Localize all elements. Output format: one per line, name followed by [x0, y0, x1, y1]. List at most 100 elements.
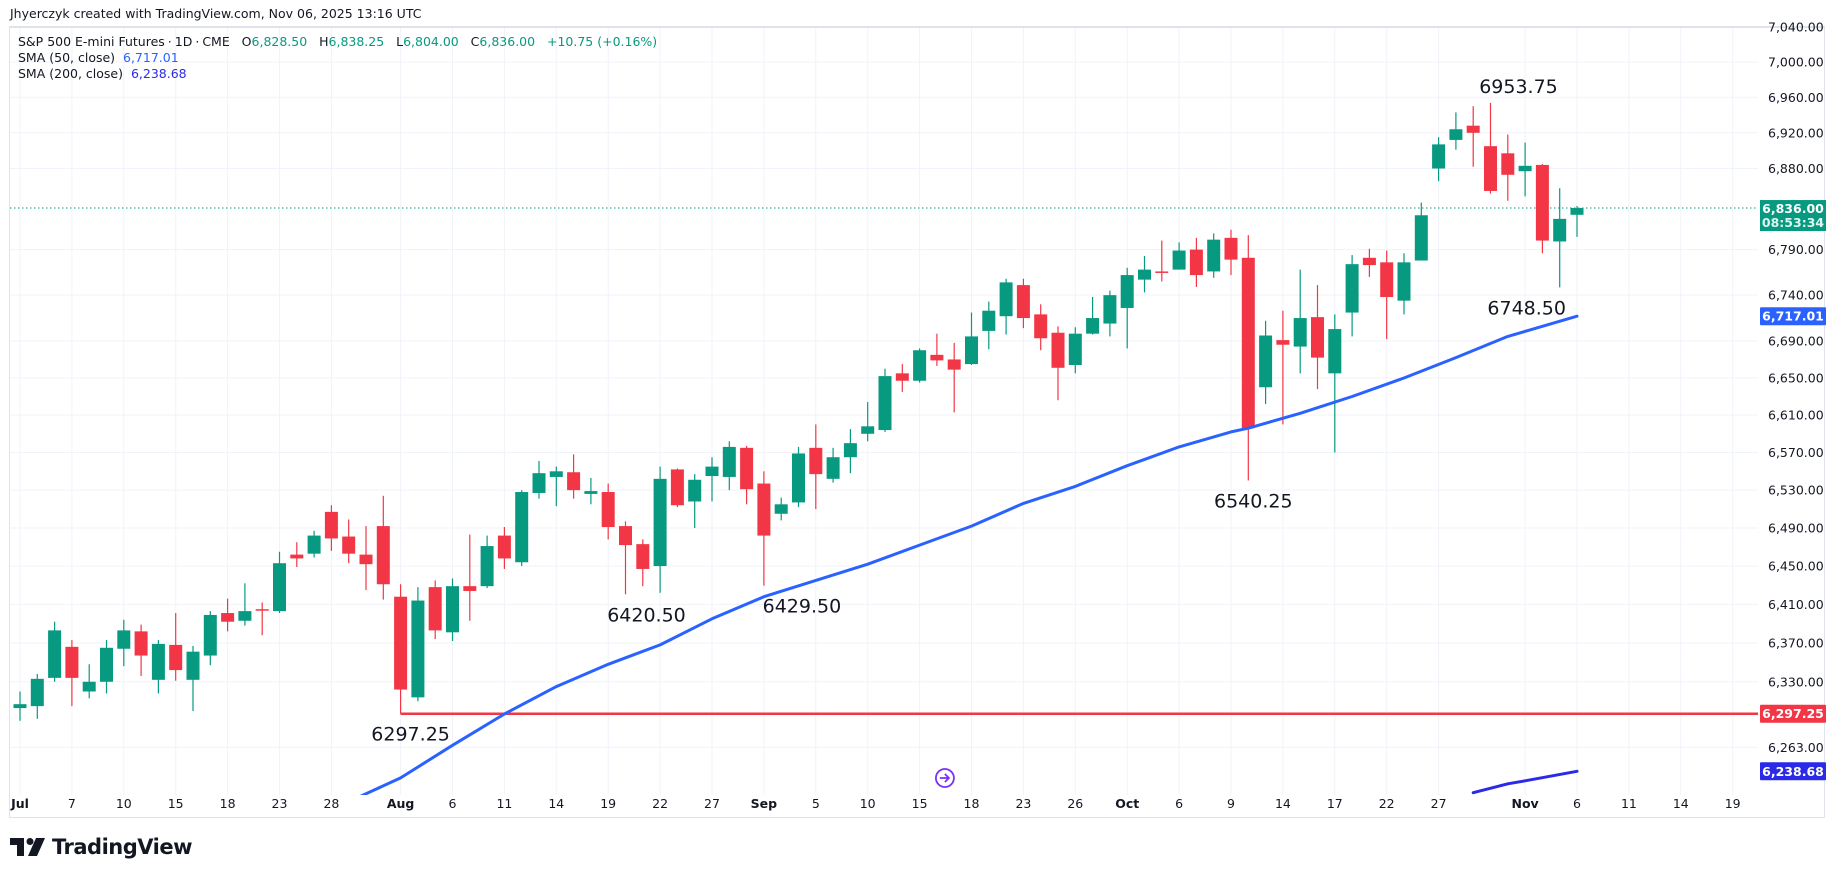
price-axis-badge[interactable]: 6,717.01 — [1760, 307, 1826, 326]
candle[interactable] — [1501, 134, 1515, 201]
candle[interactable] — [497, 527, 511, 569]
candle[interactable] — [1345, 255, 1359, 337]
candle[interactable] — [1466, 106, 1480, 167]
candle[interactable] — [342, 519, 356, 564]
candle[interactable] — [636, 539, 650, 587]
candle[interactable] — [1189, 237, 1203, 287]
interval[interactable]: 1D — [174, 34, 193, 49]
candle[interactable] — [1570, 206, 1584, 237]
candle[interactable] — [394, 584, 408, 714]
candle[interactable] — [549, 466, 563, 507]
candle[interactable] — [1103, 290, 1117, 337]
candle[interactable] — [221, 598, 235, 632]
candle[interactable] — [100, 640, 113, 694]
candle[interactable] — [705, 457, 719, 502]
candle[interactable] — [1086, 296, 1100, 335]
candle[interactable] — [878, 368, 892, 432]
candle[interactable] — [965, 312, 978, 366]
candle[interactable] — [1051, 326, 1065, 401]
candle[interactable] — [1553, 188, 1567, 288]
candle[interactable] — [1155, 240, 1169, 282]
candle[interactable] — [913, 348, 927, 383]
sma50-line[interactable] — [331, 314, 1579, 809]
candle[interactable] — [48, 621, 62, 682]
candle[interactable] — [861, 402, 875, 442]
candle[interactable] — [359, 526, 373, 590]
candle[interactable] — [1449, 112, 1463, 150]
fast-forward-circle-icon[interactable] — [935, 768, 955, 788]
candle[interactable] — [1535, 164, 1549, 254]
candle[interactable] — [446, 578, 459, 642]
legend-sma50-row[interactable]: SMA (50, close) 6,717.01 — [18, 50, 657, 66]
candle[interactable] — [601, 483, 615, 540]
legend-sma200-row[interactable]: SMA (200, close) 6,238.68 — [18, 66, 657, 82]
candle[interactable] — [619, 521, 632, 595]
candle[interactable] — [1518, 142, 1532, 197]
candle[interactable] — [895, 364, 909, 392]
candle[interactable] — [1328, 314, 1342, 453]
candle[interactable] — [1016, 278, 1030, 329]
price-axis[interactable]: 7,040.00 7,000.00 6,960.00 6,920.00 6,880.00… — [1760, 19, 1826, 781]
candle[interactable] — [515, 490, 529, 567]
candle[interactable] — [826, 447, 840, 483]
candle[interactable] — [722, 441, 736, 491]
candle[interactable] — [1241, 235, 1255, 481]
candle[interactable] — [532, 460, 546, 499]
candle[interactable] — [947, 342, 961, 413]
candle[interactable] — [1120, 267, 1134, 349]
candle[interactable] — [169, 613, 183, 681]
symbol-name[interactable]: S&P 500 E-mini Futures — [18, 34, 165, 49]
candle[interactable] — [792, 446, 805, 508]
candle[interactable] — [255, 602, 269, 636]
candle[interactable] — [774, 497, 788, 521]
candle[interactable] — [982, 301, 996, 350]
candle[interactable] — [273, 551, 286, 614]
sma200-label[interactable]: SMA (200, close) — [18, 66, 123, 81]
candle[interactable] — [1414, 202, 1428, 261]
candle[interactable] — [203, 611, 217, 666]
candle[interactable] — [65, 640, 79, 707]
candle[interactable] — [238, 583, 252, 626]
candle[interactable] — [809, 424, 823, 510]
candle[interactable] — [567, 454, 581, 499]
candle[interactable] — [740, 445, 754, 505]
candle[interactable] — [1259, 320, 1273, 404]
candle[interactable] — [324, 505, 338, 551]
candle[interactable] — [670, 468, 684, 508]
candle[interactable] — [307, 530, 321, 558]
candle[interactable] — [584, 477, 598, 505]
candle[interactable] — [290, 542, 304, 568]
candle[interactable] — [1380, 250, 1394, 340]
candle[interactable] — [1224, 229, 1238, 276]
candle[interactable] — [1484, 102, 1497, 194]
candle[interactable] — [930, 333, 944, 366]
candle[interactable] — [428, 580, 442, 640]
legend-symbol-row[interactable]: S&P 500 E-mini Futures · 1D · CME O6,828.50 … — [18, 34, 658, 49]
candle[interactable] — [411, 587, 425, 702]
candle[interactable] — [653, 466, 667, 593]
candle[interactable] — [757, 471, 771, 586]
candle[interactable] — [82, 664, 96, 699]
candle[interactable] — [1276, 310, 1290, 425]
candle[interactable] — [463, 534, 477, 621]
candle[interactable] — [1397, 253, 1411, 315]
candle[interactable] — [688, 474, 702, 528]
sma50-label[interactable]: SMA (50, close) — [18, 50, 116, 65]
candle[interactable] — [376, 495, 390, 600]
sma200-line[interactable] — [1471, 769, 1579, 795]
candle[interactable] — [480, 535, 494, 589]
candle[interactable] — [843, 429, 857, 474]
price-axis-badge[interactable]: 6,238.68 — [1760, 762, 1826, 781]
candle[interactable] — [13, 691, 27, 721]
candle[interactable] — [999, 278, 1013, 335]
candle[interactable] — [1432, 137, 1446, 182]
candle[interactable] — [1034, 304, 1048, 351]
price-axis-badge[interactable]: 6,297.25 — [1760, 704, 1826, 723]
candle[interactable] — [186, 645, 200, 712]
candle[interactable] — [1207, 233, 1221, 278]
candle[interactable] — [134, 624, 148, 676]
candle[interactable] — [1172, 242, 1186, 270]
candle[interactable] — [151, 640, 165, 694]
candle[interactable] — [1311, 285, 1324, 390]
candle[interactable] — [1138, 255, 1151, 293]
